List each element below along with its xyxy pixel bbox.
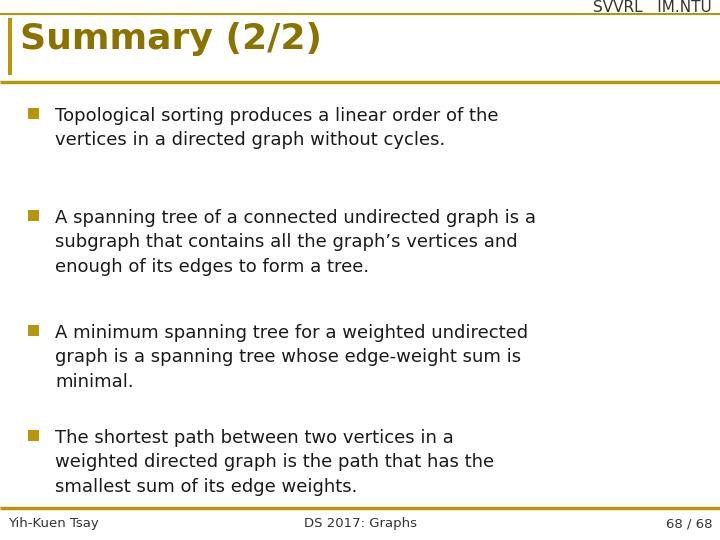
FancyBboxPatch shape	[28, 108, 39, 119]
Text: Topological sorting produces a linear order of the
vertices in a directed graph : Topological sorting produces a linear or…	[55, 107, 498, 149]
Text: 68 / 68: 68 / 68	[665, 517, 712, 530]
FancyBboxPatch shape	[28, 325, 39, 336]
Text: Yih-Kuen Tsay: Yih-Kuen Tsay	[8, 517, 99, 530]
FancyBboxPatch shape	[28, 430, 39, 441]
Text: The shortest path between two vertices in a
weighted directed graph is the path : The shortest path between two vertices i…	[55, 429, 494, 496]
FancyBboxPatch shape	[8, 18, 12, 75]
Text: A minimum spanning tree for a weighted undirected
graph is a spanning tree whose: A minimum spanning tree for a weighted u…	[55, 324, 528, 390]
Text: Summary (2/2): Summary (2/2)	[20, 22, 322, 56]
Text: SVVRL   IM.NTU: SVVRL IM.NTU	[593, 0, 712, 15]
FancyBboxPatch shape	[28, 210, 39, 221]
Text: DS 2017: Graphs: DS 2017: Graphs	[304, 517, 416, 530]
Text: A spanning tree of a connected undirected graph is a
subgraph that contains all : A spanning tree of a connected undirecte…	[55, 209, 536, 275]
